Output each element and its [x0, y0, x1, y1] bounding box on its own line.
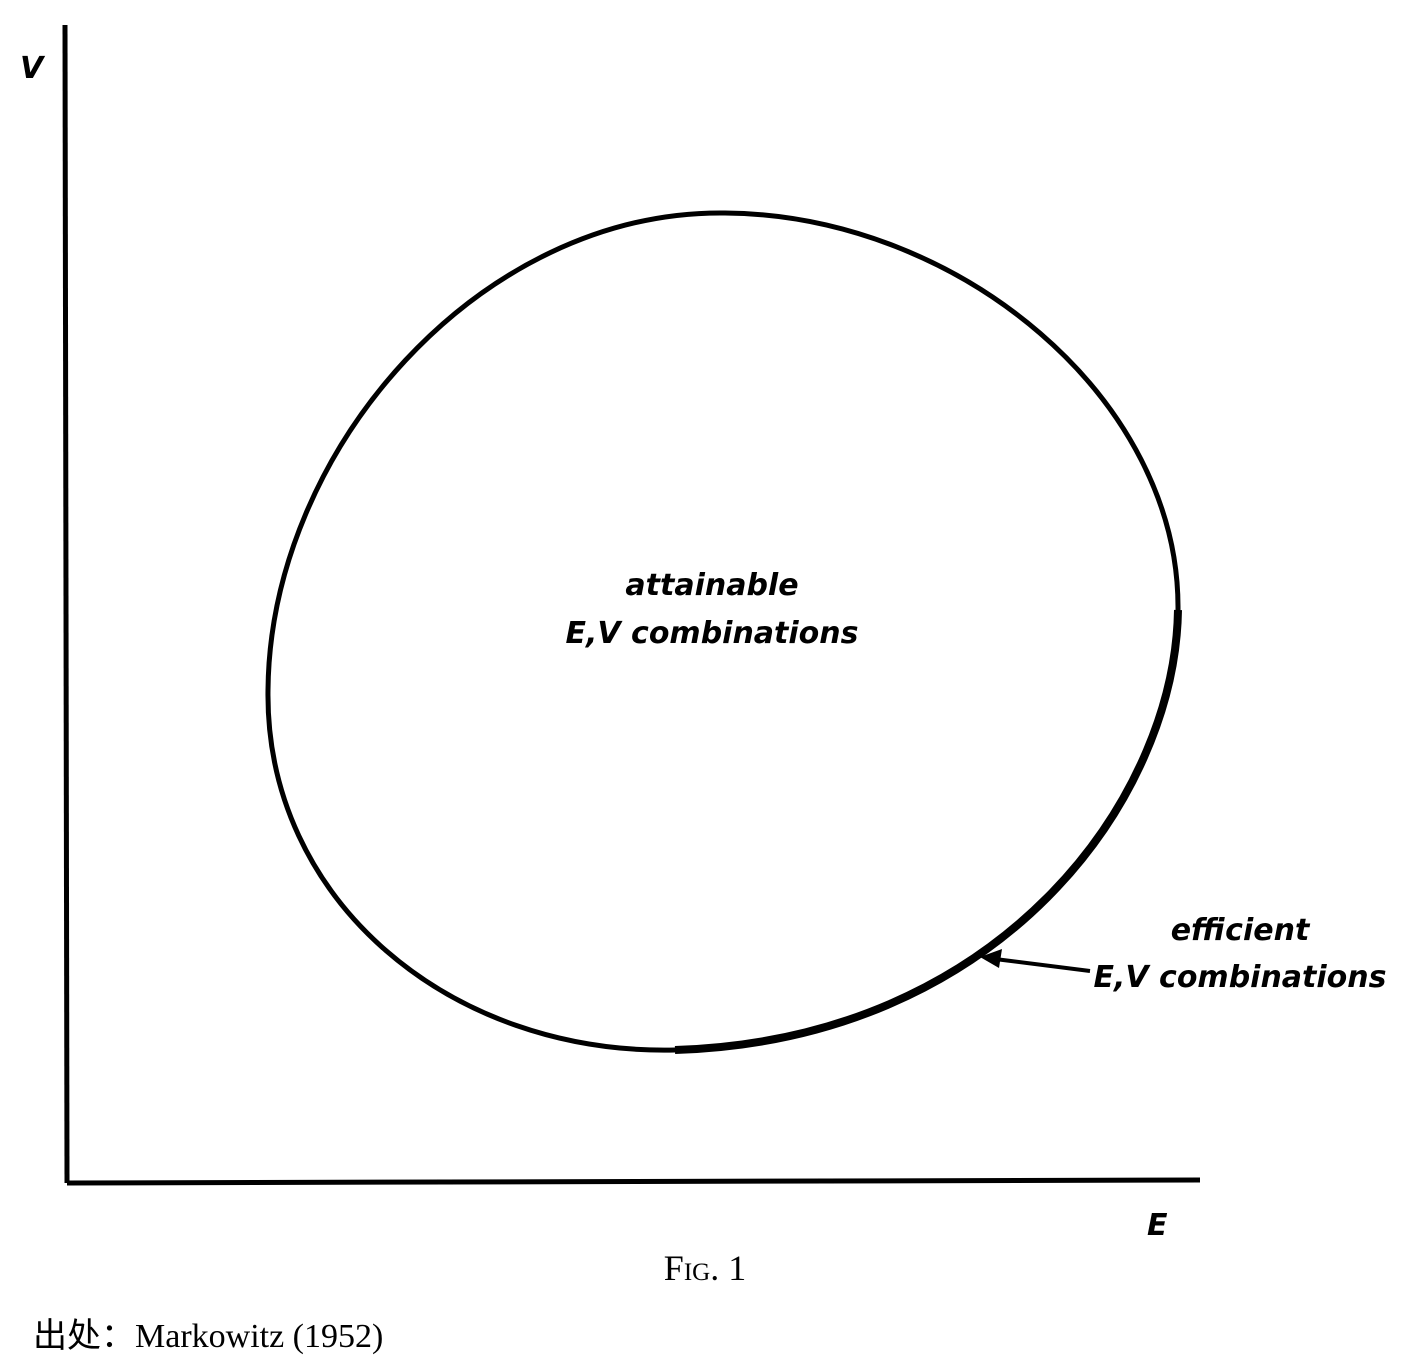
arrow-shaft: [994, 957, 1091, 973]
x-axis: [66, 1177, 1201, 1186]
x-axis-label: E: [1147, 1208, 1168, 1243]
y-axis: [62, 24, 70, 1184]
annotation: attainable: [625, 568, 798, 603]
arrow-head: [980, 949, 1002, 968]
annotation: efficient: [1171, 913, 1311, 948]
source: 出处：Markowitz (1952): [33, 1317, 383, 1355]
y-axis-label: V: [20, 51, 46, 86]
caption: Fig. 1: [664, 1248, 746, 1288]
annotation: E,V combinations: [565, 616, 858, 651]
annotation: E,V combinations: [1093, 960, 1386, 995]
efficient-frontier: [674, 609, 1182, 1054]
